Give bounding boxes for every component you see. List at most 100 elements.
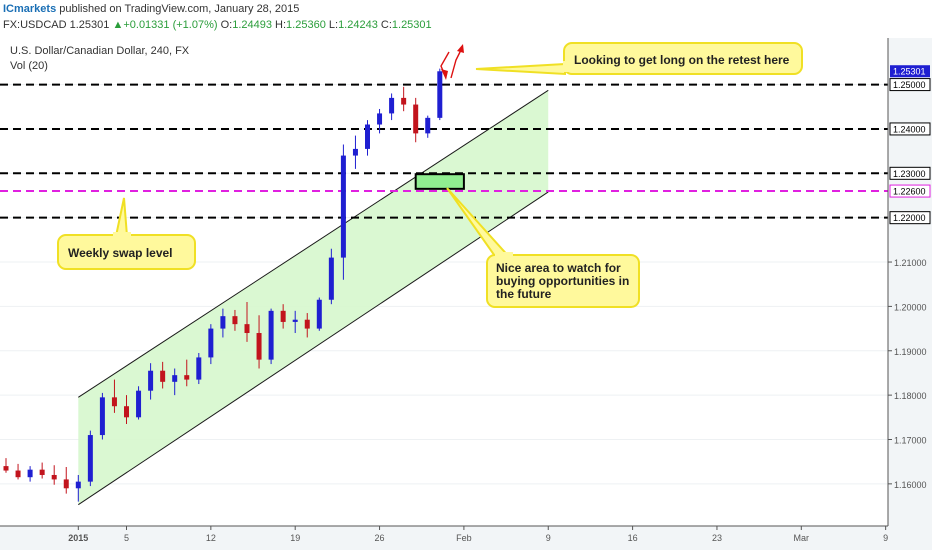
candle-body <box>328 257 334 300</box>
publisher-line: ICmarkets published on TradingView.com, … <box>3 3 299 15</box>
y-tick-label: 1.21000 <box>894 258 927 268</box>
x-tick-label: Mar <box>794 533 810 543</box>
candles-layer <box>3 68 443 502</box>
candle <box>352 135 358 169</box>
candle <box>316 297 322 331</box>
x-tick-label: 9 <box>883 533 888 543</box>
candle-body <box>39 469 45 475</box>
channel-upper-line <box>78 89 549 398</box>
candle-body <box>172 375 178 382</box>
candle-body <box>292 319 298 322</box>
time-axis[interactable]: 2015 5 12 19 26 Feb 9 16 23 Mar 9 <box>68 526 888 543</box>
callout-buy-area: Nice area to watch for buying opportunit… <box>446 187 640 308</box>
candle-body <box>401 97 407 105</box>
x-tick-label: 16 <box>628 533 638 543</box>
candle-body <box>99 397 105 436</box>
candle <box>425 115 431 138</box>
candle <box>220 308 226 338</box>
candle <box>196 352 202 385</box>
candle <box>340 144 346 280</box>
candle-body <box>232 316 238 325</box>
candle <box>39 462 45 479</box>
candle-body <box>389 97 395 114</box>
projection-down-arrow-icon <box>441 69 448 80</box>
candle-body <box>413 104 419 134</box>
price-axis[interactable]: 1.16000 1.17000 1.18000 1.19000 1.20000 1.210… <box>888 65 931 490</box>
high-value: 1.25360 <box>286 19 326 31</box>
candle-body <box>256 333 262 360</box>
candle <box>365 120 370 156</box>
level-label-box <box>889 166 931 180</box>
demand-zone-box <box>414 173 465 190</box>
candle-body <box>87 435 93 482</box>
projection-up-arrow-line <box>450 49 462 79</box>
x-tick-label: 5 <box>124 533 129 543</box>
candle <box>87 430 93 487</box>
candle-body <box>124 406 129 418</box>
candle <box>51 465 57 485</box>
level-label: 1.23000 <box>893 169 926 179</box>
candle-body <box>437 71 443 118</box>
candle-body <box>280 310 286 322</box>
callout-buy-area-text: Nice area to watch for buying opportunit… <box>496 261 633 301</box>
candle <box>413 97 419 143</box>
y-tick-label: 1.19000 <box>894 347 927 357</box>
candle <box>27 466 33 482</box>
callout-buy-line-1: Nice area to watch for <box>496 261 621 275</box>
candle <box>148 363 154 400</box>
candle-body <box>365 124 370 149</box>
candle-body <box>15 470 21 478</box>
candle-body <box>352 148 358 156</box>
open-value: 1.24493 <box>232 19 272 31</box>
published-text: published on TradingView.com, January 28… <box>56 3 300 15</box>
y-tick-label: 1.18000 <box>894 391 927 401</box>
candle <box>63 466 69 494</box>
candle <box>244 301 250 342</box>
chart-title: U.S. Dollar/Canadian Dollar, 240, FX <box>10 45 190 57</box>
level-label-box <box>889 78 931 92</box>
candle-body <box>184 375 190 380</box>
candle <box>437 68 443 121</box>
zone-layer <box>414 173 465 190</box>
x-tick-label: 23 <box>712 533 722 543</box>
candle <box>99 392 105 440</box>
low-value: 1.24243 <box>338 19 378 31</box>
candle-body <box>425 117 431 134</box>
y-tick-label: 1.20000 <box>894 302 927 312</box>
y-tick-label: 1.17000 <box>894 435 927 445</box>
symbol-label: FX:USDCAD <box>3 19 67 31</box>
candle <box>136 386 142 420</box>
level-label: 1.22000 <box>893 213 926 223</box>
high-label: H: <box>275 19 287 31</box>
x-tick-label: 19 <box>290 533 300 543</box>
candle <box>111 379 117 413</box>
candle <box>172 368 178 396</box>
price-chart[interactable]: 1.16000 1.17000 1.18000 1.19000 1.20000 1.210… <box>0 38 932 550</box>
chart-header: ICmarkets published on TradingView.com, … <box>0 0 932 38</box>
level-label: 1.25000 <box>893 80 926 90</box>
y-tick-label: 1.16000 <box>894 480 927 490</box>
x-tick-label: Feb <box>456 533 472 543</box>
candle <box>232 309 238 331</box>
callout-swap: Weekly swap level <box>57 197 196 270</box>
candle-body <box>208 328 214 358</box>
candle-body <box>304 319 310 329</box>
candle-body <box>3 466 9 471</box>
candle-body <box>244 324 250 334</box>
x-tick-label: 26 <box>375 533 385 543</box>
candle-body <box>340 155 346 258</box>
close-label: C: <box>380 19 392 31</box>
candle <box>304 313 310 338</box>
candle <box>292 310 298 334</box>
candle <box>377 108 383 134</box>
candle-body <box>196 357 202 380</box>
candle-body <box>377 113 383 125</box>
brand-name[interactable]: ICmarkets <box>3 3 57 15</box>
candle <box>389 93 395 121</box>
candle-body <box>63 479 69 489</box>
candle <box>75 474 81 502</box>
channel-fill <box>78 90 549 505</box>
level-label-box <box>889 122 931 136</box>
quote-line: FX:USDCAD 1.25301 ▲+0.01331 (+1.07%) O:1… <box>3 19 432 31</box>
candle <box>256 315 262 369</box>
